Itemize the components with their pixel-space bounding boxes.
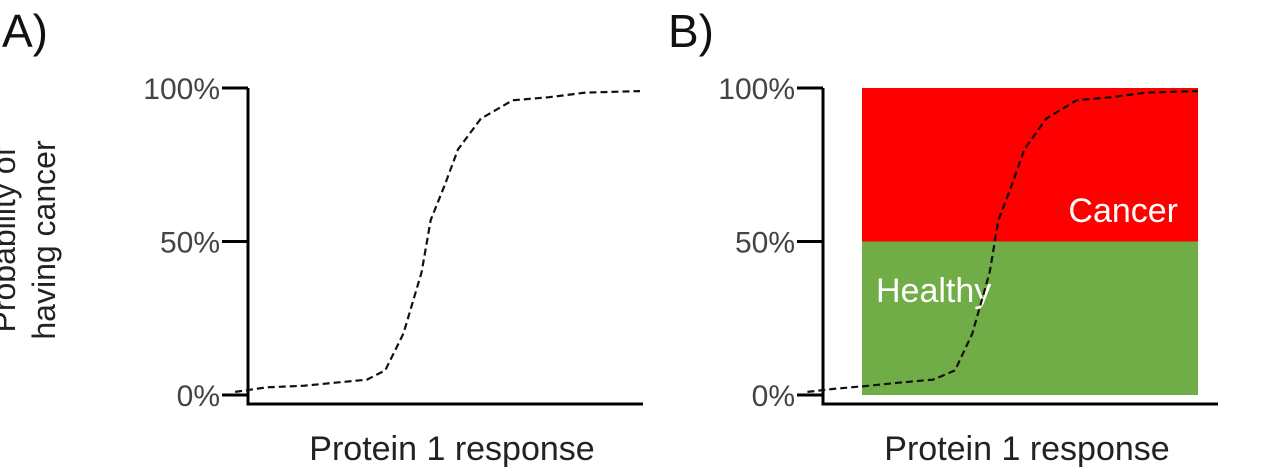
panel-b-y-tick-label-50: 50% bbox=[735, 227, 795, 260]
panel-b-x-axis-label: Protein 1 response bbox=[884, 430, 1169, 468]
panel-b-series-line-0 bbox=[807, 90, 1199, 393]
panel-b-y-tick-label-0: 0% bbox=[752, 380, 795, 413]
panel-a-series-line-0 bbox=[234, 90, 641, 393]
panel-a-y-tick-label-100: 100% bbox=[143, 73, 220, 106]
panel-label-b: B) bbox=[668, 5, 714, 57]
panel-b-region-label-healthy: Healthy bbox=[876, 272, 991, 310]
panel-b-region-label-cancer: Cancer bbox=[1068, 192, 1178, 230]
panel-b-region-healthy bbox=[862, 241, 1198, 395]
panel-b-region-cancer bbox=[862, 88, 1198, 242]
panel-b-y-tick-label-100: 100% bbox=[718, 73, 795, 106]
panel-a-x-axis-label: Protein 1 response bbox=[309, 430, 594, 468]
panel-a-y-tick-label-0: 0% bbox=[177, 380, 220, 413]
panel-a-y-tick-label-50: 50% bbox=[160, 227, 220, 260]
panel-label-a: A) bbox=[2, 5, 48, 57]
